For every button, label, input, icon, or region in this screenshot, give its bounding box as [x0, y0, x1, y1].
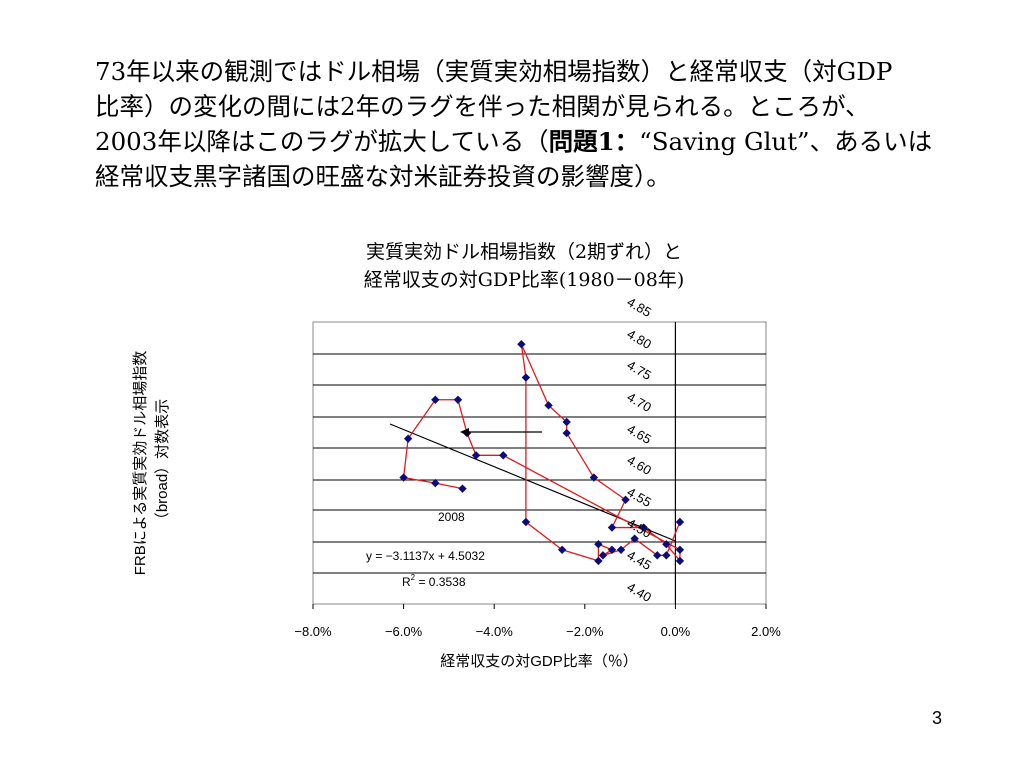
data-point-18 — [607, 523, 617, 532]
data-point-28 — [403, 434, 413, 443]
slide-body-text: 73年以来の観測ではドル相場（実質実効相場指数）と経常収支（対GDP 比率）の変… — [95, 54, 955, 194]
r-squared-sup: 2 — [411, 573, 416, 582]
problem-label: 問題1： — [548, 127, 640, 156]
r-squared-value: = 0.3538 — [415, 575, 466, 589]
data-point-12 — [517, 340, 526, 349]
data-point-9 — [557, 545, 567, 554]
data-point-3 — [630, 534, 639, 543]
data-point-30 — [431, 478, 440, 488]
data-point-24 — [471, 451, 481, 460]
data-point-5 — [598, 551, 608, 560]
x-tick-label-3: −2.0% — [566, 624, 604, 639]
data-point-21 — [675, 556, 685, 566]
data-point-20 — [662, 540, 671, 549]
x-axis-label: 経常収支の対GDP比率（％） — [440, 653, 638, 670]
chart-title-line-2: 経常収支の対GDP比率(1980－08年) — [363, 269, 685, 291]
body-line-3-part-c: “Saving Glut”、あるいは — [639, 127, 933, 156]
data-point-17 — [621, 495, 630, 504]
x-axis-tick-labels: −8.0% −6.0% −4.0% −2.0% 0.0% 2.0% — [294, 624, 781, 639]
x-tick-label-5: 2.0% — [751, 624, 781, 639]
data-point-1 — [662, 551, 671, 560]
data-point-27 — [431, 395, 440, 404]
arrow-head — [459, 428, 469, 436]
r-squared-r: R — [402, 575, 411, 589]
trendline-equation: y = −3.1137x + 4.5032 — [366, 549, 485, 563]
data-point-26 — [453, 395, 463, 404]
body-line-4: 経常収支黒字諸国の旺盛な対米証券投資の影響度）。 — [95, 162, 671, 191]
x-tick-label-0: −8.0% — [294, 624, 332, 639]
data-point-8 — [594, 556, 603, 566]
data-point-19 — [639, 523, 648, 532]
x-tick-label-2: −4.0% — [476, 624, 514, 639]
data-point-4 — [616, 545, 626, 554]
chart-title-line-1: 実質実効ドル相場指数（2期ずれ）と — [365, 241, 683, 263]
data-point-6 — [607, 545, 617, 554]
plot-area — [312, 321, 767, 605]
body-line-2: 比率）の変化の間には2年のラグを伴った相関が見られる。ところが、 — [95, 92, 870, 121]
data-point-13 — [544, 401, 553, 410]
x-tick-label-1: −6.0% — [385, 624, 423, 639]
year-label: 2008 — [438, 510, 465, 524]
data-point-11 — [521, 373, 531, 382]
data-markers — [399, 340, 685, 566]
data-point-7 — [594, 540, 603, 549]
data-point-14 — [562, 417, 571, 427]
body-line-3-part-a: 2003年以降はこのラグが拡大している（ — [95, 127, 549, 156]
data-point-23 — [499, 451, 508, 460]
data-point-10 — [521, 517, 531, 527]
data-point-31 — [458, 484, 467, 493]
direction-arrow — [459, 428, 543, 436]
data-point-22 — [675, 545, 685, 554]
data-point-15 — [562, 428, 571, 438]
data-point-29 — [399, 473, 408, 482]
body-line-1: 73年以来の観測ではドル相場（実質実効相場指数）と経常収支（対GDP — [95, 57, 893, 86]
body-line-3: 2003年以降はこのラグが拡大している（問題1：“Saving Glut”、ある… — [95, 124, 955, 159]
data-point-16 — [589, 473, 599, 482]
data-point-2 — [653, 551, 662, 560]
x-axis-ticks — [312, 604, 767, 609]
r-squared-label: R2 = 0.3538 — [402, 573, 466, 589]
y-tick-label-0: 4.85 — [625, 294, 654, 320]
x-tick-label-4: 0.0% — [661, 624, 691, 639]
data-point-0 — [675, 517, 685, 527]
page-number: 3 — [931, 708, 942, 728]
chart-title: 実質実効ドル相場指数（2期ずれ）と 経常収支の対GDP比率(1980－08年) — [12, 238, 1024, 294]
